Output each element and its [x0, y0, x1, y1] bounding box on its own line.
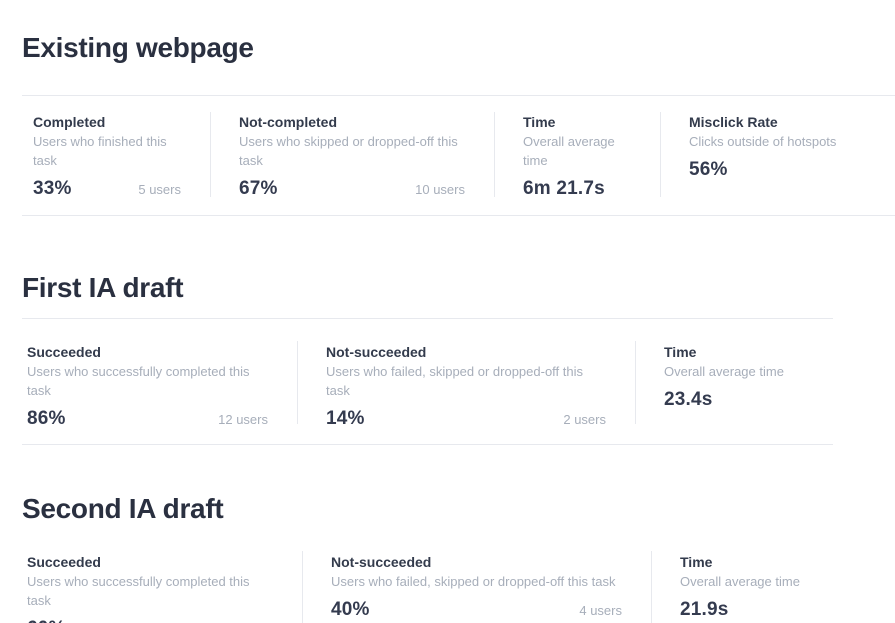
metric-description: Users who successfully completed this ta… [27, 364, 250, 398]
metric-user-count: 6 users [230, 618, 273, 623]
metrics-row-first-ia-draft: Succeeded Users who successfully complet… [22, 318, 833, 445]
metric-card-misclick-rate: Misclick Rate Clicks outside of hotspots… [660, 96, 895, 215]
metric-label: Time [680, 554, 713, 570]
metric-value: 60% [27, 617, 66, 623]
metric-label: Not-succeeded [331, 554, 432, 570]
metric-user-count: 10 users [415, 182, 465, 197]
metric-user-count: 4 users [579, 603, 622, 618]
metric-description: Overall average time [680, 574, 800, 589]
metric-description: Users who finished this task [33, 134, 167, 168]
metric-user-count: 2 users [563, 412, 606, 427]
metric-user-count: 5 users [138, 182, 181, 197]
metric-card-time: Time Overall average time 23.4s [635, 319, 833, 444]
metric-description: Users who failed, skipped or dropped-off… [326, 364, 584, 398]
metric-value: 86% [27, 408, 66, 429]
metric-card-completed: Completed Users who finished this task 3… [22, 96, 210, 215]
metric-description: Overall average time [664, 364, 784, 379]
metric-value-row: 60% 6 users [27, 617, 273, 623]
metric-label: Time [523, 114, 556, 130]
metric-label: Completed [33, 114, 106, 130]
metric-value-row: 67% 10 users [239, 177, 465, 202]
metric-label: Succeeded [27, 554, 101, 570]
metric-user-count: 12 users [218, 412, 268, 427]
metric-value-row: 56% [689, 158, 866, 182]
section-title-existing-webpage: Existing webpage [22, 32, 254, 63]
metric-value-row: 6m 21.7s [523, 177, 631, 201]
metric-value: 23.4s [664, 389, 713, 410]
metric-value-row: 40% 4 users [331, 598, 622, 623]
metric-card-succeeded: Succeeded Users who successfully complet… [22, 319, 297, 444]
metric-description: Clicks outside of hotspots [689, 134, 837, 149]
section-title-second-ia-draft: Second IA draft [22, 493, 224, 524]
metric-value: 21.9s [680, 599, 729, 620]
metric-description: Users who failed, skipped or dropped-off… [331, 574, 616, 589]
metric-label: Succeeded [27, 344, 101, 360]
metric-label: Not-succeeded [326, 344, 427, 360]
metric-card-succeeded: Succeeded Users who successfully complet… [22, 529, 302, 623]
metric-value: 40% [331, 599, 370, 620]
metric-card-time: Time Overall average time 21.9s [651, 529, 895, 623]
metric-card-time: Time Overall average time 6m 21.7s [494, 96, 660, 215]
metric-card-not-completed: Not-completed Users who skipped or dropp… [210, 96, 494, 215]
metric-description: Overall average time [523, 134, 615, 168]
metric-label: Misclick Rate [689, 114, 778, 130]
metric-label: Not-completed [239, 114, 337, 130]
metric-description: Users who skipped or dropped-off this ta… [239, 134, 458, 168]
metric-value: 67% [239, 178, 278, 199]
metric-value-row: 14% 2 users [326, 407, 606, 432]
metric-description: Users who successfully completed this ta… [27, 574, 250, 608]
metrics-row-existing-webpage: Completed Users who finished this task 3… [22, 95, 895, 216]
metric-value-row: 86% 12 users [27, 407, 268, 432]
metric-card-not-succeeded: Not-succeeded Users who failed, skipped … [302, 529, 651, 623]
section-title-first-ia-draft: First IA draft [22, 272, 184, 303]
metric-value: 56% [689, 159, 728, 180]
metric-value-row: 23.4s [664, 388, 804, 412]
metric-label: Time [664, 344, 697, 360]
metric-value-row: 33% 5 users [33, 177, 181, 202]
metric-value-row: 21.9s [680, 598, 866, 622]
metric-value: 14% [326, 408, 365, 429]
metric-value: 33% [33, 178, 72, 199]
metric-card-not-succeeded: Not-succeeded Users who failed, skipped … [297, 319, 635, 444]
metrics-row-second-ia-draft: Succeeded Users who successfully complet… [22, 529, 895, 623]
metric-value: 6m 21.7s [523, 178, 605, 199]
